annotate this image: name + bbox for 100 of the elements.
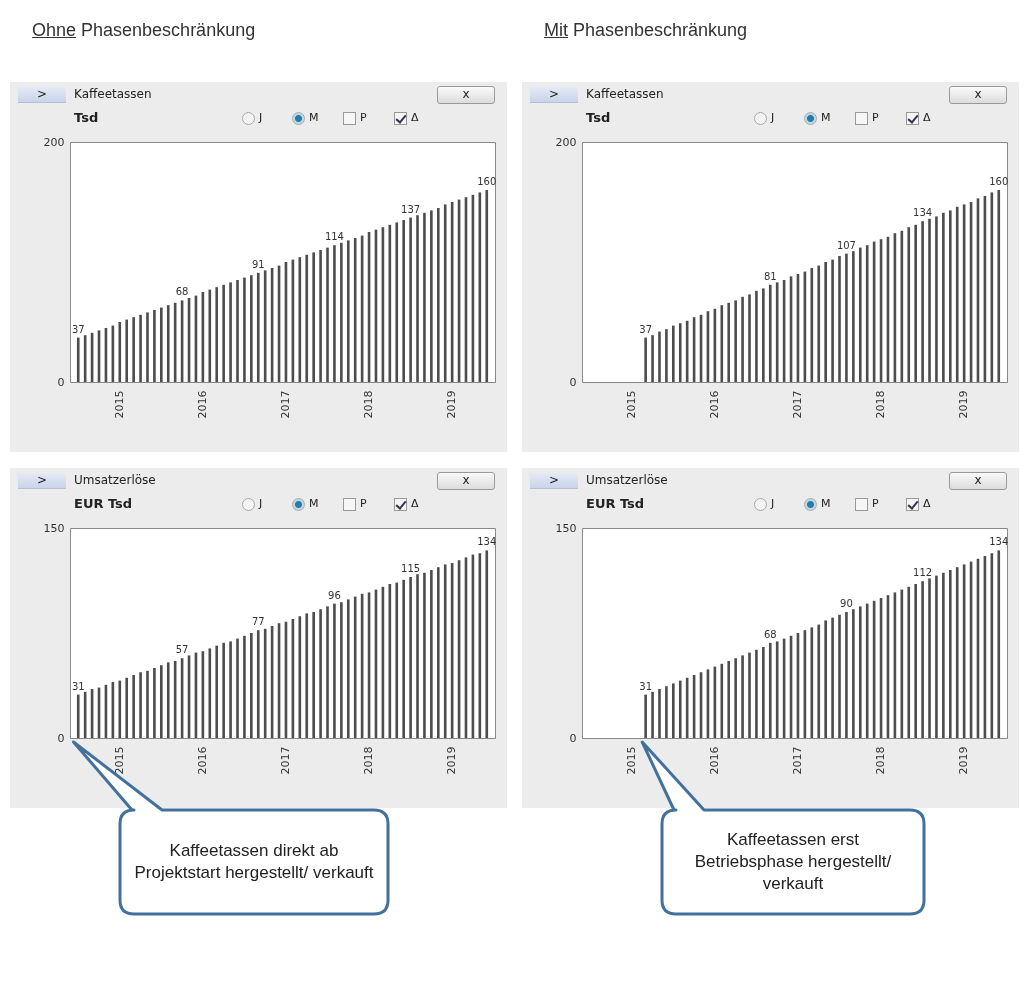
bar — [319, 250, 322, 382]
expand-button: > — [530, 87, 578, 103]
expand-button: > — [18, 87, 66, 103]
bar — [229, 641, 232, 738]
bar — [948, 210, 952, 382]
bar — [997, 550, 1001, 738]
chart-title: Umsatzerlöse — [74, 473, 156, 487]
chart-subtitle: Mit Phasenbeschränkung — [544, 20, 748, 40]
data-label: 115 — [401, 563, 421, 574]
bar — [353, 596, 357, 738]
bar — [243, 277, 246, 382]
bar — [436, 567, 440, 738]
text: J — [259, 111, 263, 124]
bar — [955, 567, 959, 738]
y-tick-label: 200 — [43, 135, 65, 149]
bar — [305, 254, 309, 382]
text: P — [872, 111, 879, 124]
data-label: 91 — [251, 258, 265, 270]
bar — [755, 649, 758, 738]
bar — [222, 642, 225, 738]
bar — [146, 670, 149, 738]
chart-title: Umsatzerlöse — [586, 473, 668, 487]
bar — [824, 262, 827, 382]
bar — [132, 675, 135, 738]
bar — [346, 599, 350, 738]
bar — [298, 616, 302, 738]
data-label: 114 — [324, 231, 344, 243]
chart-title: Kaffeetassen — [74, 87, 152, 101]
text: P — [360, 111, 367, 124]
bar — [907, 586, 911, 738]
bar — [734, 300, 737, 382]
data-label: 112 — [913, 567, 933, 579]
data-label: 57 — [175, 644, 189, 656]
x-tick-label: 2018 — [362, 390, 376, 419]
bar — [727, 302, 731, 382]
bar — [443, 564, 447, 738]
bar — [485, 550, 489, 738]
bar — [928, 218, 931, 382]
bar — [208, 648, 212, 738]
bar — [333, 245, 336, 382]
bar — [76, 337, 80, 382]
x-tick-label: 2019 — [445, 390, 459, 419]
bar — [651, 691, 654, 738]
x-tick-label: 2018 — [874, 746, 888, 775]
bar — [215, 645, 219, 738]
data-label: 31 — [71, 680, 85, 692]
bar — [734, 658, 737, 738]
bar — [942, 572, 945, 738]
chart-title: Kaffeetassen — [586, 87, 664, 101]
bar — [727, 661, 731, 738]
bar — [720, 663, 724, 738]
bar — [907, 227, 911, 382]
x-tick-label: 2017 — [278, 746, 292, 775]
bar — [340, 602, 343, 738]
bar — [935, 216, 938, 382]
bar — [409, 217, 412, 382]
bar — [423, 572, 426, 738]
expand-button: > — [530, 473, 578, 489]
text: J — [259, 497, 263, 510]
bar — [678, 680, 682, 738]
bar — [672, 325, 675, 382]
bar — [340, 242, 343, 382]
bar — [817, 265, 821, 382]
bar — [762, 288, 765, 382]
y-tick-label: 150 — [43, 521, 65, 535]
bar — [755, 290, 758, 382]
bar — [250, 633, 253, 738]
text: P — [360, 497, 367, 510]
bar — [416, 215, 419, 382]
bar — [817, 624, 821, 738]
bar — [229, 282, 232, 382]
y-tick-label: 150 — [555, 521, 577, 535]
x-tick-label: 2015 — [112, 390, 126, 419]
data-label: 81 — [763, 270, 777, 282]
x-tick-label: 2018 — [362, 746, 376, 775]
bar — [166, 662, 170, 738]
bar — [160, 665, 163, 738]
bar — [914, 224, 917, 382]
x-tick-label: 2016 — [195, 746, 209, 775]
bar — [762, 647, 765, 738]
bar — [775, 641, 779, 738]
data-label: 37 — [71, 323, 85, 335]
bar — [810, 268, 814, 382]
text: Δ — [411, 497, 419, 510]
x-tick-label: 2015 — [112, 746, 126, 775]
bar — [153, 668, 156, 738]
text: Δ — [411, 111, 419, 124]
data-label: 90 — [840, 598, 853, 609]
bar — [955, 206, 959, 382]
text: M — [821, 111, 831, 124]
bar — [76, 694, 80, 738]
x-tick-label: 2016 — [195, 390, 209, 419]
bar — [125, 319, 129, 382]
x-tick-label: 2016 — [707, 746, 721, 775]
bar — [326, 247, 329, 382]
text: J — [771, 111, 775, 124]
text: J — [771, 497, 775, 510]
text: M — [309, 497, 319, 510]
data-label: 96 — [328, 589, 341, 601]
bar — [852, 609, 855, 738]
